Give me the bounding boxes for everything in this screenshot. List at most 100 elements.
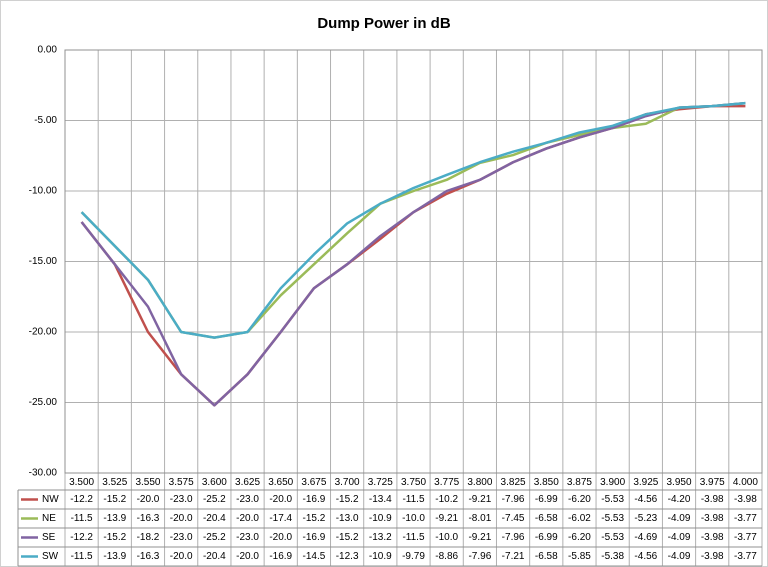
table-value: -4.20 [668,494,691,505]
table-value: -12.2 [70,532,93,543]
table-value: -8.01 [468,513,491,524]
table-value: -13.2 [369,532,392,543]
table-value: -11.5 [402,494,424,505]
x-tick-label: 3.950 [667,477,692,488]
table-value: -20.0 [170,551,193,562]
table-value: -5.85 [568,551,591,562]
table-value: -23.0 [170,494,193,505]
x-tick-label: 3.675 [301,477,326,488]
table-value: -3.98 [701,551,724,562]
table-value: -13.9 [103,513,126,524]
x-tick-label: 3.575 [169,477,194,488]
y-tick-label: -10.00 [29,186,58,197]
legend-label: SE [42,532,56,543]
table-value: -6.20 [568,494,591,505]
table-value: -7.45 [502,513,525,524]
table-value: -7.21 [502,551,525,562]
table-value: -20.0 [269,532,292,543]
table-value: -7.96 [502,532,525,543]
table-value: -17.4 [269,513,292,524]
table-value: -20.0 [269,494,292,505]
table-value: -15.2 [103,494,126,505]
table-value: -3.98 [734,494,757,505]
x-tick-label: 3.500 [69,477,94,488]
table-value: -23.0 [236,494,259,505]
table-value: -16.3 [137,551,160,562]
legend-label: NW [42,494,59,505]
table-value: -25.2 [203,532,226,543]
table-value: -5.38 [601,551,624,562]
x-tick-label: 3.850 [534,477,559,488]
table-value: -4.69 [634,532,657,543]
series-line [80,101,746,407]
table-value: -15.2 [336,532,359,543]
table-value: -5.53 [601,532,624,543]
table-value: -11.5 [71,513,93,524]
table-value: -16.9 [303,532,326,543]
table-value: -5.23 [634,513,657,524]
table-value: -3.77 [734,551,757,562]
table-value: -13.0 [336,513,359,524]
table-value: -20.0 [236,551,259,562]
table-value: -15.2 [303,513,326,524]
x-tick-label: 3.700 [335,477,360,488]
table-value: -9.79 [402,551,425,562]
x-tick-label: 3.900 [600,477,625,488]
y-tick-label: 0.00 [38,45,58,56]
table-value: -11.5 [71,551,93,562]
chart-title: Dump Power in dB [317,15,451,32]
table-value: -3.77 [734,513,757,524]
table-value: -4.09 [668,551,691,562]
x-tick-label: 3.525 [102,477,127,488]
table-value: -20.0 [170,513,193,524]
table-value: -23.0 [236,532,259,543]
x-tick-label: 3.875 [567,477,592,488]
table-value: -4.56 [634,494,657,505]
legend-label: NE [42,513,56,524]
x-tick-label: 3.800 [467,477,492,488]
table-value: -6.58 [535,551,558,562]
table-value: -9.21 [468,532,491,543]
table-value: -20.4 [203,513,226,524]
y-tick-label: -30.00 [29,468,58,479]
table-value: -4.09 [668,532,691,543]
table-value: -9.21 [468,494,491,505]
table-value: -5.53 [601,494,624,505]
table-value: -23.0 [170,532,193,543]
table-value: -3.98 [701,513,724,524]
table-value: -6.99 [535,532,558,543]
table-value: -14.5 [303,551,326,562]
table-value: -5.53 [601,513,624,524]
plot-frame [64,49,763,474]
table-value: -13.9 [103,551,126,562]
table-value: -15.2 [336,494,359,505]
x-tick-label: 3.550 [135,477,160,488]
table-value: -12.3 [336,551,359,562]
table-value: -15.2 [103,532,126,543]
table-value: -6.58 [535,513,558,524]
table-value: -13.4 [369,494,392,505]
y-tick-label: -25.00 [29,397,58,408]
x-tick-label: 3.925 [633,477,658,488]
x-tick-label: 3.975 [700,477,725,488]
table-value: -20.0 [137,494,160,505]
table-value: -16.3 [137,513,160,524]
table-value: -20.0 [236,513,259,524]
x-tick-label: 3.775 [434,477,459,488]
table-value: -8.86 [435,551,458,562]
table-value: -7.96 [468,551,491,562]
table-value: -3.98 [701,532,724,543]
table-value: -4.56 [634,551,657,562]
table-value: -12.2 [70,494,93,505]
table-value: -25.2 [203,494,226,505]
x-tick-label: 3.725 [368,477,393,488]
table-value: -9.21 [435,513,458,524]
x-tick-label: 3.625 [235,477,260,488]
table-value: -6.20 [568,532,591,543]
table-value: -16.9 [303,494,326,505]
table-value: -16.9 [269,551,292,562]
table-value: -6.02 [568,513,591,524]
table-value: -4.09 [668,513,691,524]
